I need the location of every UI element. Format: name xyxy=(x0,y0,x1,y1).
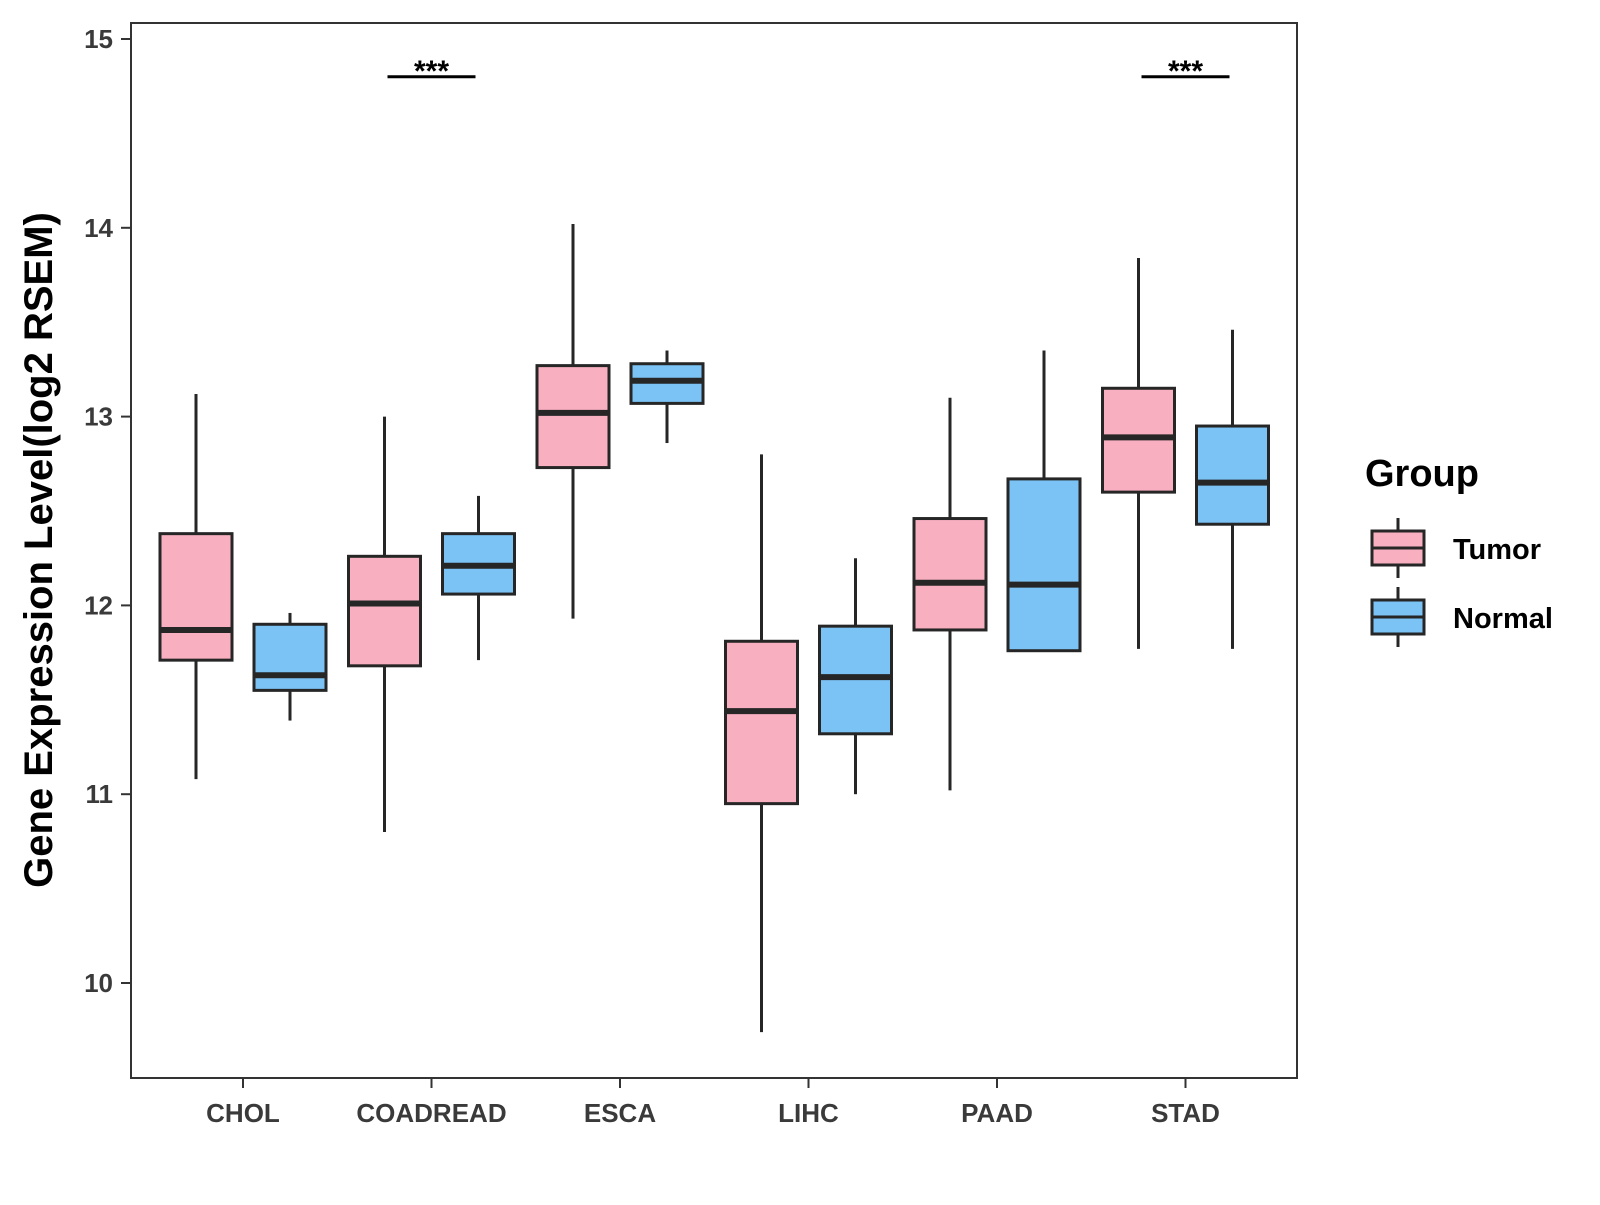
box-tumor-esca xyxy=(535,224,611,619)
box-body xyxy=(158,532,234,662)
box-body xyxy=(535,364,611,470)
box-tumor-stad xyxy=(1101,258,1176,649)
box-normal-lihc xyxy=(818,558,893,795)
y-tick-label: 14 xyxy=(84,213,113,243)
legend-label-normal: Normal xyxy=(1453,603,1553,635)
significance-annotations: *** *** xyxy=(387,55,1230,88)
y-axis-title: Gene Expression Level(log2 RSEM) xyxy=(17,212,61,888)
y-tick-label: 15 xyxy=(84,24,113,54)
y-tick-label: 10 xyxy=(84,968,113,998)
box-body xyxy=(724,639,799,806)
x-tick-label: COADREAD xyxy=(356,1098,506,1128)
legend-key-normal xyxy=(1370,587,1426,647)
box-normal-esca xyxy=(629,350,705,444)
x-axis: CHOL COADREAD ESCA LIHC PAAD STAD xyxy=(206,1078,1220,1128)
box-normal-chol xyxy=(252,612,328,721)
plot-panel xyxy=(130,22,1298,1079)
box-tumor-lihc xyxy=(724,454,799,1033)
legend-label-tumor: Tumor xyxy=(1453,534,1541,566)
x-tick-label: CHOL xyxy=(206,1098,280,1128)
y-tick-label: 11 xyxy=(86,779,114,809)
box-body xyxy=(252,622,328,692)
boxes-layer xyxy=(158,224,1270,1033)
box-normal-stad xyxy=(1195,329,1270,649)
x-tick-label: PAAD xyxy=(961,1098,1033,1128)
box-normal-paad xyxy=(1006,350,1082,653)
x-tick-label: STAD xyxy=(1151,1098,1220,1128)
box-body xyxy=(1195,424,1270,526)
y-tick-label: 13 xyxy=(84,402,113,432)
box-tumor-paad xyxy=(912,397,988,791)
legend-key-tumor xyxy=(1370,518,1426,578)
x-tick-label: ESCA xyxy=(584,1098,656,1128)
significance-label: *** xyxy=(1168,55,1203,88)
significance-label: *** xyxy=(414,55,449,88)
box-body xyxy=(912,517,988,632)
y-axis: 10 11 12 13 14 15 xyxy=(84,24,131,998)
box-tumor-chol xyxy=(158,393,234,780)
box-normal-coadread xyxy=(441,495,516,661)
box-body xyxy=(1006,477,1082,653)
box-tumor-coadread xyxy=(347,416,422,832)
legend-title: Group xyxy=(1365,453,1479,495)
y-tick-label: 12 xyxy=(84,590,113,620)
box-body xyxy=(347,554,422,668)
x-tick-label: LIHC xyxy=(778,1098,839,1128)
legend: Group Tumor Normal xyxy=(1365,453,1553,647)
